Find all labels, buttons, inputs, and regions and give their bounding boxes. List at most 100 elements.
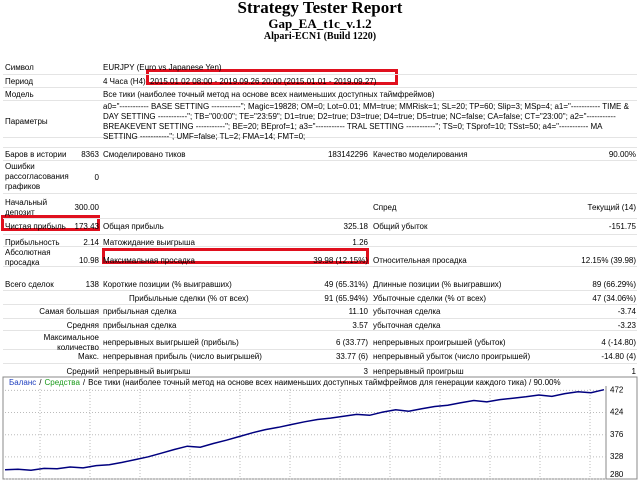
field-value: 91 (65.94%) [324, 294, 368, 303]
graph-frame [2, 376, 638, 480]
report-title: Strategy Tester Report [237, 0, 403, 17]
field-value: 300.00 [74, 203, 99, 212]
y-tick-label: 424 [610, 408, 624, 417]
field-value: 33.77 (6) [335, 352, 368, 361]
field-value: 173.43 [74, 222, 99, 231]
field-label: Максимальное количество [43, 333, 99, 352]
field-value: 1.26 [352, 238, 368, 247]
field-label: Символ [5, 63, 34, 72]
field-value: Матожидание выигрыша [103, 238, 195, 247]
field-value: -3.74 [617, 307, 636, 316]
field-value: Смоделировано тиков [103, 150, 186, 159]
field-value: непрерывная прибыль (число выигрышей) [103, 352, 262, 361]
field-label: Прибыльные сделки (% от всех) [129, 294, 249, 303]
field-value: 10.98 [78, 256, 99, 265]
row-separator [3, 290, 637, 291]
field-value: 0 [94, 173, 99, 182]
field-value: прибыльная сделка [103, 307, 177, 316]
server: Alpari-ECN1 (Build 1220) [263, 31, 377, 42]
field-value: непрерывных выигрышей (прибыль) [103, 338, 239, 347]
legend-separator: / [39, 378, 42, 387]
field-value: Общая прибыль [103, 222, 164, 231]
row-separator [3, 218, 637, 219]
field-value: 3.57 [352, 321, 368, 330]
field-value: Качество моделирования [373, 150, 468, 159]
row-separator [3, 160, 637, 161]
field-value: 90.00% [608, 150, 636, 159]
field-value: Спред [373, 203, 397, 212]
y-tick-label: 376 [610, 430, 624, 439]
balance-line [4, 388, 605, 471]
field-label: Начальный депозит [5, 198, 48, 217]
field-value: 1 [631, 367, 636, 376]
y-tick-label: 280 [610, 470, 624, 479]
field-value: убыточная сделка [373, 307, 441, 316]
field-value: EURJPY (Euro vs Japanese Yen) [103, 63, 222, 72]
row-separator [3, 147, 637, 148]
row-separator [3, 304, 637, 305]
field-label: Ошибки рассогласования графиков [5, 162, 69, 191]
field-value: 2.14 [83, 238, 99, 247]
field-value: Длинные позиции (% выигравших) [373, 280, 502, 289]
field-label: Самая большая [39, 307, 99, 316]
row-separator [3, 74, 637, 75]
field-value: 8363 [81, 150, 99, 159]
field-value: Короткие позиции (% выигравших) [103, 280, 232, 289]
row-separator [3, 363, 637, 364]
legend-model: Все тики (наиболее точный метод на основ… [88, 378, 560, 387]
field-label: Баров в истории [5, 150, 67, 159]
field-value: Все тики (наиболее точный метод на основ… [103, 90, 435, 99]
field-value: 138 [85, 280, 99, 289]
field-value: 2015.01.02 08:00 - 2019.09.26 20:00 (201… [150, 77, 377, 86]
field-value: Убыточные сделки (% от всех) [373, 294, 487, 303]
field-value: -3.23 [617, 321, 636, 330]
highlight [1, 215, 100, 231]
field-value: непрерывных проигрышей (убыток) [373, 338, 506, 347]
field-label: Средняя [66, 321, 99, 330]
field-label: Период [5, 77, 34, 86]
field-value: 4 (-14.80) [601, 338, 636, 347]
field-value: непрерывный проигрыш [373, 367, 464, 376]
row-separator [3, 193, 637, 194]
field-value: непрерывный выигрыш [103, 367, 191, 376]
field-value: 89 (66.29%) [592, 280, 636, 289]
field-value: прибыльная сделка [103, 321, 177, 330]
field-value: непрерывный убыток (число проигрышей) [373, 352, 531, 361]
field-value: Текущий (14) [587, 203, 636, 212]
row-separator [3, 266, 637, 267]
graph-legend: Баланс / Средства / Все тики (наиболее точны… [9, 378, 561, 387]
field-value: 12.15% (39.98) [581, 256, 636, 265]
field-value: -151.75 [608, 222, 636, 231]
row-separator [3, 246, 637, 247]
field-value: Общий убыток [373, 222, 428, 231]
legend-separator: / [83, 378, 86, 387]
report-subtitle: Gap_EA_t1c_v.1.2 [268, 16, 372, 31]
row-separator [3, 234, 637, 235]
row-separator [3, 87, 637, 88]
row-separator [3, 100, 637, 101]
row-separator [3, 330, 637, 331]
field-value: 39.98 (12.15%) [313, 256, 368, 265]
field-label: Чистая прибыль [5, 222, 66, 231]
field-label: Модель [5, 90, 34, 99]
highlight [102, 248, 369, 264]
field-value: 3 [363, 367, 368, 376]
field-value: 49 (65.31%) [324, 280, 368, 289]
field-value: 6 (33.77) [335, 338, 368, 347]
row-separator [3, 349, 637, 350]
field-value: 4 Часа (H4) [103, 77, 146, 86]
field-value: 183142296 [327, 150, 368, 159]
row-separator [3, 318, 637, 319]
field-label: Всего сделок [5, 280, 54, 289]
field-value: убыточная сделка [373, 321, 441, 330]
row-separator [3, 137, 637, 138]
field-label: Прибыльность [5, 238, 60, 247]
field-label: Средний [66, 367, 99, 376]
legend-balance: Баланс [9, 378, 36, 387]
field-value: Относительная просадка [373, 256, 467, 265]
field-label: Абсолютная просадка [5, 248, 51, 267]
legend-equity: Средства [44, 378, 80, 387]
y-tick-label: 328 [610, 452, 624, 461]
